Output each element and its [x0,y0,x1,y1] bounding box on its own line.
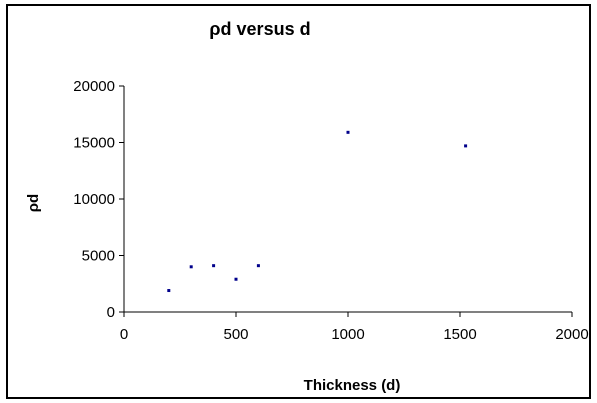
axes [123,86,572,313]
chart-frame [6,4,591,399]
y-axis-title: ρd [25,194,42,212]
y-tick-label: 5000 [82,248,115,265]
y-ticks: 0 5000 10000 15000 20000 [73,78,124,321]
data-point [346,130,350,134]
y-tick-label: 20000 [73,78,115,95]
x-tick-label: 1500 [443,326,476,343]
y-tick-label: 10000 [73,191,115,208]
data-point [167,289,171,293]
x-tick-label: 2000 [555,326,588,343]
data-point [464,144,468,148]
x-axis-title: Thickness (d) [304,377,401,394]
x-ticks: 0 500 1000 1500 2000 [120,312,589,343]
x-tick-label: 1000 [331,326,364,343]
x-tick-label: 500 [223,326,248,343]
data-points [167,130,468,293]
x-tick-label: 0 [120,326,128,343]
data-point [256,264,260,268]
data-point [234,277,238,281]
data-point [212,264,216,268]
y-tick-label: 0 [107,304,115,321]
data-point [189,265,193,269]
y-tick-label: 15000 [73,135,115,152]
chart-title: ρd versus d [209,19,310,39]
